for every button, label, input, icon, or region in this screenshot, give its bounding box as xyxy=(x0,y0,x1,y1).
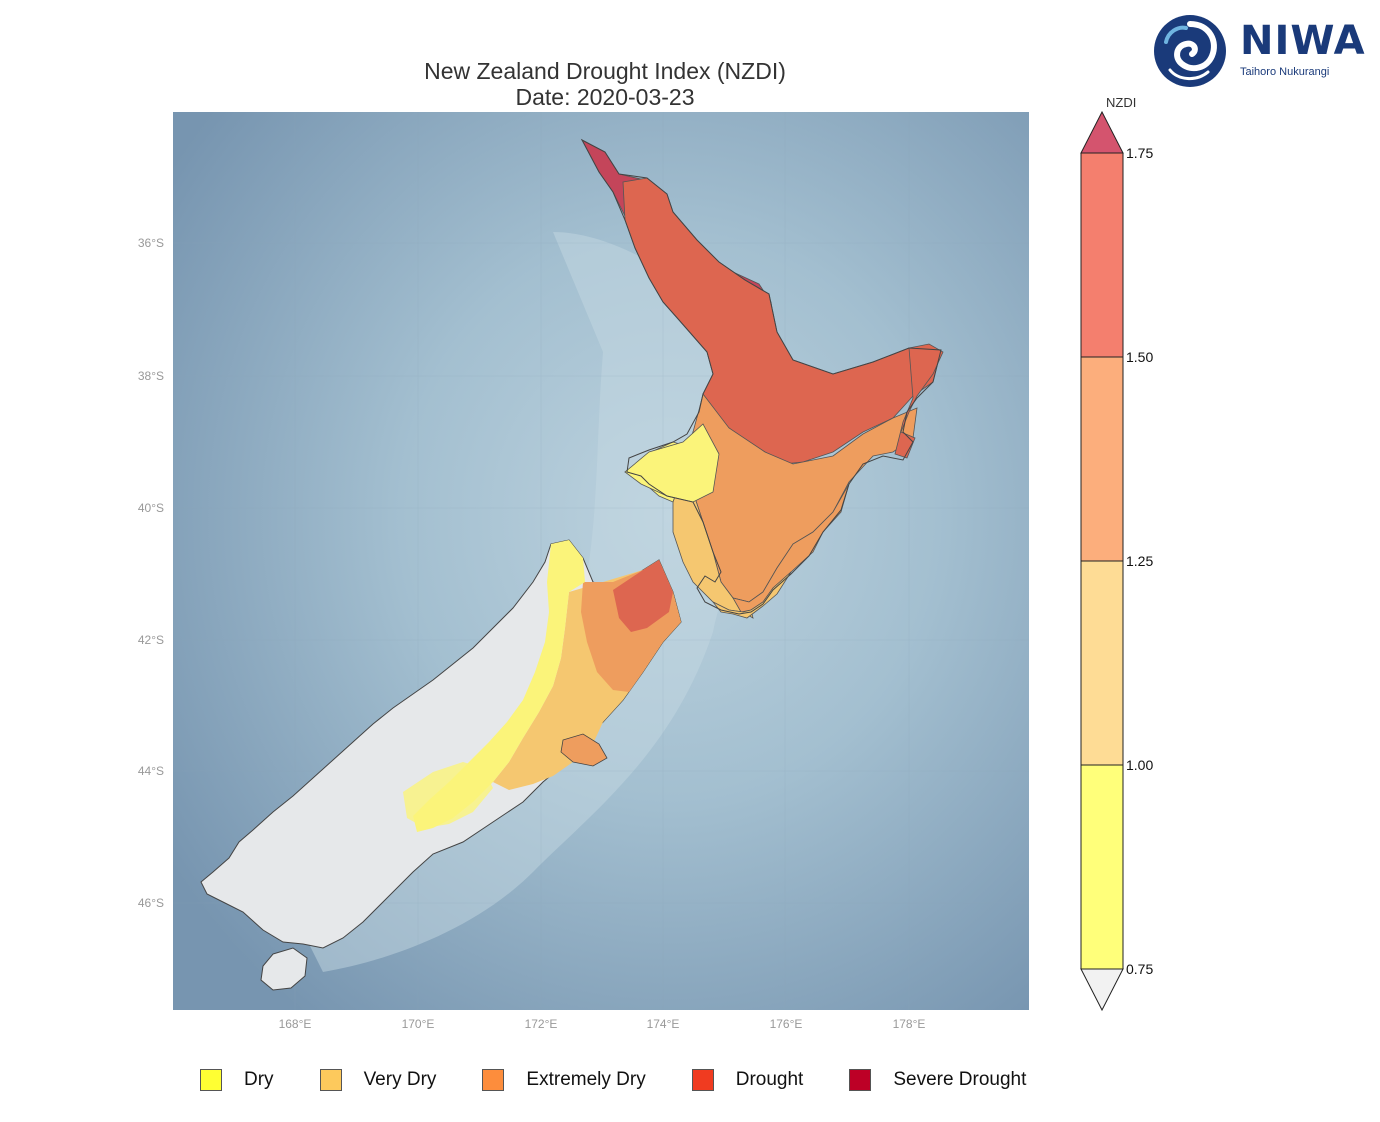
legend-item-extremely-dry: Extremely Dry xyxy=(482,1069,646,1091)
continental-shelf xyxy=(303,232,785,972)
colorbar-extend-top xyxy=(1080,110,1124,154)
colorbar-tick: 1.50 xyxy=(1126,349,1154,365)
title-line-1: New Zealand Drought Index (NZDI) xyxy=(424,58,786,84)
north-island-outline xyxy=(580,138,942,615)
lon-label: 168°E xyxy=(278,1017,312,1031)
legend-label: Very Dry xyxy=(363,1069,437,1090)
colorbar-band-1.25-1.50 xyxy=(1080,356,1124,562)
lon-label: 174°E xyxy=(646,1017,680,1031)
lat-label: 44°S xyxy=(137,764,164,778)
colorbar-tick: 1.75 xyxy=(1126,145,1154,161)
lon-label: 170°E xyxy=(401,1017,435,1031)
title-line-2: Date: 2020-03-23 xyxy=(515,84,695,110)
legend: Dry Very Dry Extremely Dry Drought Sever… xyxy=(200,1066,1060,1094)
colorbar xyxy=(1080,110,1124,1012)
wellington-zone xyxy=(712,571,792,619)
stewart-island xyxy=(260,947,308,991)
lon-label: 178°E xyxy=(892,1017,926,1031)
lon-label: 172°E xyxy=(524,1017,558,1031)
legend-swatch xyxy=(482,1069,505,1091)
legend-item-dry: Dry xyxy=(200,1069,274,1091)
logo-subtitle: Taihoro Nukurangi xyxy=(1240,66,1330,78)
colorbar-tick: 1.25 xyxy=(1126,553,1154,569)
east-cape xyxy=(894,343,944,459)
colorbar-band-0.75-1.00 xyxy=(1080,764,1124,970)
colorbar-tick: 0.75 xyxy=(1126,961,1154,977)
legend-label: Extremely Dry xyxy=(526,1069,646,1090)
otago-dry-patch xyxy=(403,762,493,828)
lat-label: 46°S xyxy=(137,896,164,910)
logo-name: NIWA xyxy=(1240,18,1366,64)
taranaki-peninsula xyxy=(624,423,720,503)
legend-label: Severe Drought xyxy=(893,1069,1027,1090)
colorbar-band-1.00-1.25 xyxy=(1080,560,1124,766)
legend-item-severe-drought: Severe Drought xyxy=(849,1069,1026,1091)
colorbar-band-1.50-1.75 xyxy=(1080,152,1124,358)
marlborough-drought-zone xyxy=(613,560,673,632)
legend-swatch xyxy=(691,1069,714,1091)
niwa-logo: NIWA Taihoro Nukurangi xyxy=(1152,12,1365,90)
north-island xyxy=(581,139,944,619)
legend-swatch xyxy=(200,1069,222,1091)
colorbar-extend-bottom xyxy=(1080,968,1124,1012)
legend-swatch xyxy=(319,1069,342,1091)
lat-label: 38°S xyxy=(137,369,164,383)
banks-peninsula xyxy=(560,733,608,767)
legend-swatch xyxy=(849,1069,872,1091)
lon-label: 176°E xyxy=(769,1017,803,1031)
legend-item-very-dry: Very Dry xyxy=(319,1069,437,1091)
lat-label: 36°S xyxy=(137,236,164,250)
colorbar-tick: 1.00 xyxy=(1126,757,1154,773)
chart-title: New Zealand Drought Index (NZDI) Date: 2… xyxy=(300,58,910,110)
lat-label: 42°S xyxy=(137,633,164,647)
legend-item-drought: Drought xyxy=(691,1069,804,1091)
legend-label: Dry xyxy=(244,1069,274,1090)
niwa-swirl-icon xyxy=(1154,15,1226,87)
lat-label: 40°S xyxy=(137,501,164,515)
colorbar-title: NZDI xyxy=(1106,95,1137,110)
south-island xyxy=(200,539,682,949)
drought-map xyxy=(173,112,1029,1010)
legend-label: Drought xyxy=(735,1069,804,1090)
